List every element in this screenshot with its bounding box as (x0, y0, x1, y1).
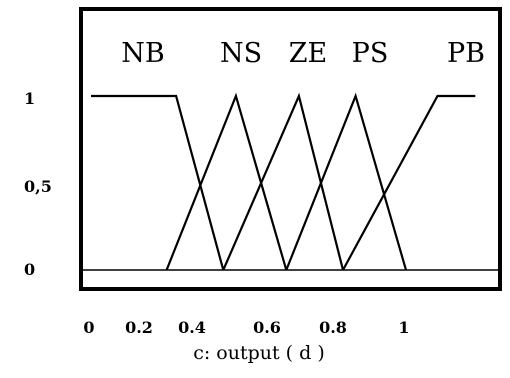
x-tick-label: 0 (83, 318, 94, 337)
y-tick-label: 0 (24, 260, 35, 279)
series-group (91, 92, 476, 271)
x-tick-label: 0.6 (253, 318, 281, 337)
x-tick-label: 0.2 (125, 318, 153, 337)
plot-frame (79, 7, 502, 291)
x-axis-label: c: output ( d ) (193, 342, 325, 364)
set-label-ps: PS (352, 38, 389, 69)
series-line-ze (222, 92, 345, 271)
x-tick-label: 0.8 (319, 318, 347, 337)
series-line-nb (91, 94, 225, 271)
x-tick-label: 0.4 (178, 318, 206, 337)
y-tick-label: 1 (24, 89, 35, 108)
set-labels: NB NS ZE PS PB (121, 38, 485, 69)
y-tick-labels: 10,50 (24, 89, 52, 279)
set-label-ns: NS (220, 38, 262, 69)
x-tick-labels: 0 0.2 0.4 0.6 0.8 1 (83, 318, 409, 337)
set-label-nb: NB (121, 38, 164, 69)
x-tick-label: 1 (398, 318, 409, 337)
y-tick-label: 0,5 (24, 177, 52, 196)
series-line-pb (342, 94, 476, 271)
series-line-ps (285, 92, 408, 271)
set-label-pb: PB (447, 38, 485, 69)
series-line-ns (165, 92, 288, 271)
set-label-ze: ZE (289, 38, 327, 69)
